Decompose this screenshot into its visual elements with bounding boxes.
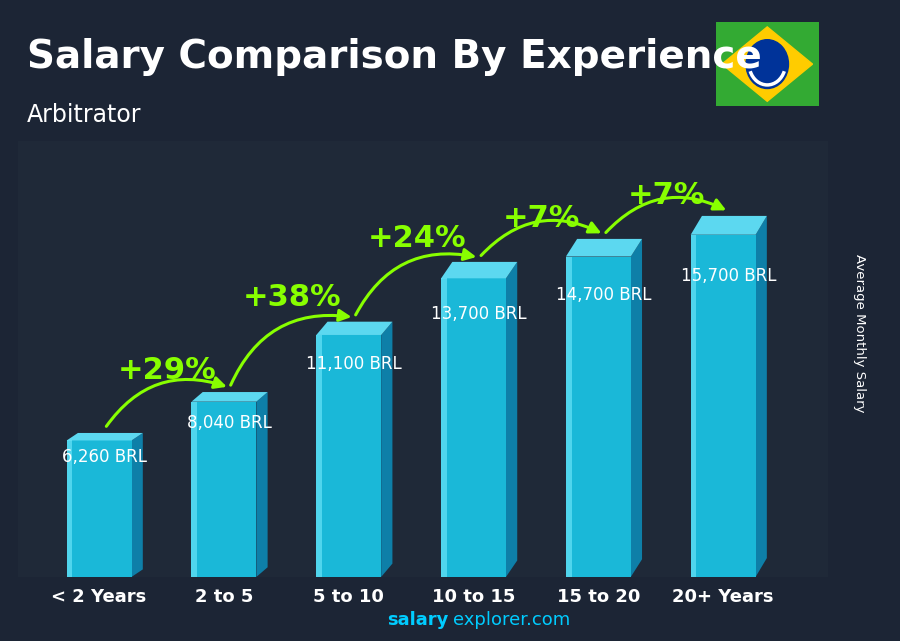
Polygon shape xyxy=(67,433,143,440)
Polygon shape xyxy=(566,256,572,577)
Polygon shape xyxy=(131,433,143,577)
Bar xyxy=(192,402,256,577)
Polygon shape xyxy=(441,278,446,577)
Polygon shape xyxy=(756,216,767,577)
Polygon shape xyxy=(316,335,322,577)
Text: +7%: +7% xyxy=(627,181,705,210)
Polygon shape xyxy=(192,402,197,577)
Text: +24%: +24% xyxy=(367,224,466,253)
Polygon shape xyxy=(192,392,267,402)
Polygon shape xyxy=(67,440,72,577)
Bar xyxy=(441,278,506,577)
Polygon shape xyxy=(722,27,813,101)
Text: explorer.com: explorer.com xyxy=(453,612,570,629)
Text: salary: salary xyxy=(387,612,448,629)
Text: 14,700 BRL: 14,700 BRL xyxy=(556,286,652,304)
Bar xyxy=(67,440,131,577)
Text: +7%: +7% xyxy=(503,204,580,233)
Text: 6,260 BRL: 6,260 BRL xyxy=(62,448,148,466)
Text: 13,700 BRL: 13,700 BRL xyxy=(431,305,527,323)
Polygon shape xyxy=(441,262,518,278)
Text: 8,040 BRL: 8,040 BRL xyxy=(187,413,272,431)
Text: +38%: +38% xyxy=(243,283,341,312)
Text: Salary Comparison By Experience: Salary Comparison By Experience xyxy=(27,38,761,76)
Text: +29%: +29% xyxy=(118,356,217,385)
Polygon shape xyxy=(690,216,767,235)
Text: Arbitrator: Arbitrator xyxy=(27,103,141,126)
Polygon shape xyxy=(316,322,392,335)
Text: 11,100 BRL: 11,100 BRL xyxy=(307,355,402,373)
Bar xyxy=(566,256,631,577)
Text: Average Monthly Salary: Average Monthly Salary xyxy=(853,254,866,413)
Text: 15,700 BRL: 15,700 BRL xyxy=(681,267,777,285)
Bar xyxy=(316,335,382,577)
Polygon shape xyxy=(256,392,267,577)
Polygon shape xyxy=(690,235,697,577)
Circle shape xyxy=(746,40,788,88)
Bar xyxy=(690,235,756,577)
Polygon shape xyxy=(506,262,518,577)
Polygon shape xyxy=(382,322,392,577)
Polygon shape xyxy=(631,239,642,577)
Polygon shape xyxy=(566,239,642,256)
